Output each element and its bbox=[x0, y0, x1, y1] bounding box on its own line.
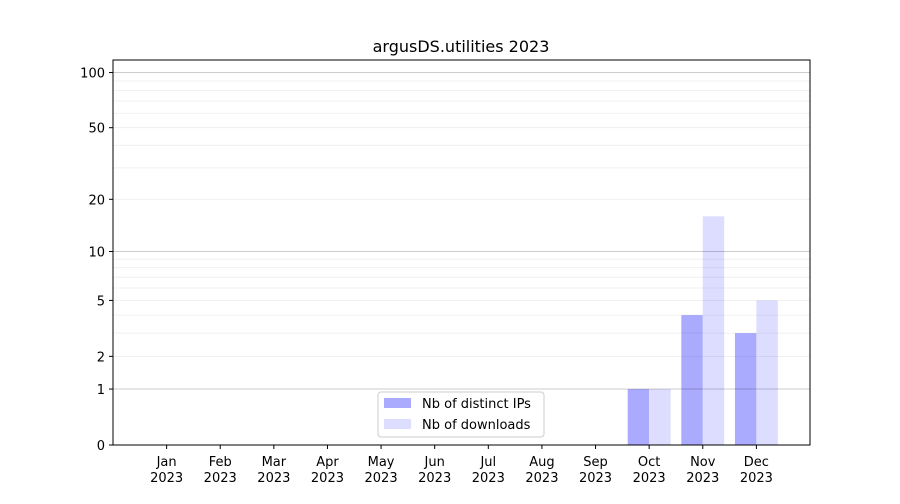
legend-label: Nb of downloads bbox=[422, 418, 531, 433]
bar-downloads bbox=[702, 216, 725, 445]
x-tick-label: Sep 2023 bbox=[579, 455, 612, 486]
legend: Nb of distinct IPs Nb of downloads bbox=[377, 391, 545, 438]
legend-box bbox=[377, 391, 545, 438]
legend-label: Nb of distinct IPs bbox=[422, 397, 531, 412]
x-tick-label: Apr 2023 bbox=[311, 455, 344, 486]
x-tick-label: Jul 2023 bbox=[472, 455, 505, 486]
bar-distinct-ips bbox=[627, 389, 650, 445]
x-tick-label: Oct 2023 bbox=[633, 455, 666, 486]
legend-swatch bbox=[384, 419, 411, 429]
y-tick-label: 20 bbox=[88, 193, 105, 208]
x-tick-label: Jan 2023 bbox=[150, 455, 183, 486]
y-tick-label: 50 bbox=[88, 122, 105, 137]
bar-downloads bbox=[756, 300, 778, 445]
y-tick-label: 100 bbox=[80, 67, 105, 82]
x-tick-label: Feb 2023 bbox=[204, 455, 237, 486]
x-tick-label: May 2023 bbox=[365, 455, 398, 486]
y-tick-label: 1 bbox=[97, 383, 105, 398]
plot-frame bbox=[112, 59, 811, 446]
x-tick-label: Mar 2023 bbox=[257, 455, 290, 486]
y-tick-label: 2 bbox=[97, 350, 105, 365]
chart-title: argusDS.utilities 2023 bbox=[373, 37, 550, 56]
y-tick-label: 10 bbox=[88, 245, 105, 260]
x-tick-label: Jun 2023 bbox=[418, 455, 451, 486]
y-tick-label: 5 bbox=[97, 294, 105, 309]
bar-distinct-ips bbox=[734, 333, 757, 445]
y-tick-label: 0 bbox=[97, 439, 105, 454]
bar-downloads bbox=[649, 389, 671, 445]
x-tick-label: Aug 2023 bbox=[525, 455, 558, 486]
legend-swatch bbox=[384, 398, 411, 408]
x-tick-label: Dec 2023 bbox=[740, 455, 773, 486]
x-tick-label: Nov 2023 bbox=[686, 455, 719, 486]
bar-distinct-ips bbox=[681, 315, 703, 445]
